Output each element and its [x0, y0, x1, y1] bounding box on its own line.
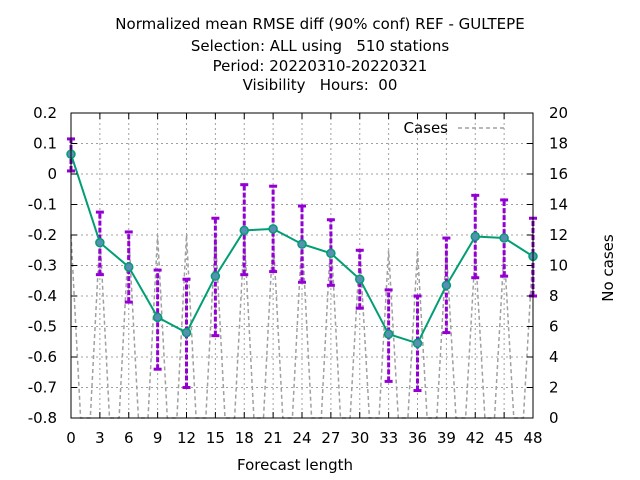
mean-diff-point: [181, 327, 192, 338]
y2-tick-label: 2: [549, 379, 559, 397]
mean-diff-point: [412, 338, 423, 349]
error-bar: [471, 193, 480, 280]
y-tick-label: -0.8: [28, 409, 57, 427]
x-tick-label: 45: [495, 429, 514, 447]
x-tick-label: 42: [466, 429, 485, 447]
grid: [71, 113, 533, 418]
y-tick-label: -0.5: [28, 318, 57, 336]
y-tick-label: -0.7: [28, 379, 57, 397]
mean-diff-point: [441, 280, 452, 291]
mean-diff-point: [355, 274, 365, 284]
y2-tick-label: 16: [549, 165, 568, 183]
x-tick-label: 3: [95, 429, 105, 447]
mean-diff-point: [297, 239, 307, 249]
y2-tick-label: 4: [549, 348, 559, 366]
mean-diff-point: [499, 233, 509, 243]
mean-diff-point: [470, 231, 480, 242]
y2-tick-label: 20: [549, 104, 568, 122]
title-line-1: Normalized mean RMSE diff (90% conf) REF…: [115, 15, 525, 33]
x-tick-label: 24: [292, 429, 311, 447]
x-tick-label: 9: [153, 429, 163, 447]
x-tick-label: 18: [235, 429, 254, 447]
error-bar: [442, 236, 451, 335]
y2-tick-label: 12: [549, 226, 568, 244]
mean-diff-point: [152, 312, 163, 323]
title-line-2: Selection: ALL using 510 stations: [190, 37, 450, 55]
x-tick-label: 33: [379, 429, 398, 447]
x-tick-label: 39: [437, 429, 456, 447]
y-tick-label: 0.1: [33, 135, 57, 153]
error-bar: [182, 277, 191, 389]
y2-tick-label: 14: [549, 196, 568, 214]
y-tick-label: 0.2: [33, 104, 57, 122]
x-tick-label: 0: [66, 429, 76, 447]
x-tick-label: 48: [523, 429, 542, 447]
y-tick-label: -0.3: [28, 257, 57, 275]
legend-label-cases: Cases: [403, 119, 448, 137]
y2-tick-label: 0: [549, 409, 559, 427]
x-tick-label: 36: [408, 429, 427, 447]
y-tick-label: -0.1: [28, 196, 57, 214]
mean-diff-point: [95, 237, 105, 248]
y-tick-label: -0.2: [28, 226, 57, 244]
y2-tick-label: 8: [549, 287, 559, 305]
x-tick-label: 15: [206, 429, 225, 447]
y2-tick-label: 18: [549, 135, 568, 153]
mean-diff-point: [210, 271, 221, 281]
y2-tick-label: 6: [549, 318, 559, 336]
x-axis-title: Forecast length: [237, 456, 354, 474]
x-tick-label: 21: [264, 429, 283, 447]
legend: Cases: [403, 119, 506, 137]
y2-tick-label: 10: [549, 257, 568, 275]
x-tick-label: 12: [177, 429, 196, 447]
x-tick-label: 30: [350, 429, 369, 447]
error-bar: [413, 294, 422, 393]
y-tick-label: -0.6: [28, 348, 57, 366]
mean-diff-point: [326, 248, 336, 259]
x-tick-label: 27: [321, 429, 340, 447]
mean-diff-point: [239, 225, 249, 236]
y2-axis-title: No cases: [599, 234, 617, 302]
mean-diff-point: [383, 329, 394, 339]
y-tick-label: -0.4: [28, 287, 57, 305]
y-tick-label: 0: [47, 165, 57, 183]
x-tick-label: 6: [124, 429, 134, 447]
mean-diff-point: [268, 224, 278, 234]
title-line-4: Visibility Hours: 00: [242, 76, 398, 94]
mean-diff-point: [124, 262, 134, 272]
title-line-3: Period: 20220310-20220321: [212, 57, 428, 75]
